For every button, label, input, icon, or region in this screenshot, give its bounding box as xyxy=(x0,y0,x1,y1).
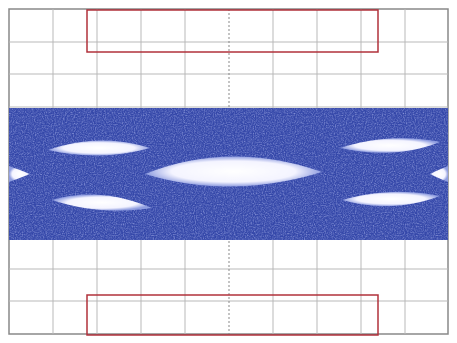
eye-diagram xyxy=(0,0,457,343)
